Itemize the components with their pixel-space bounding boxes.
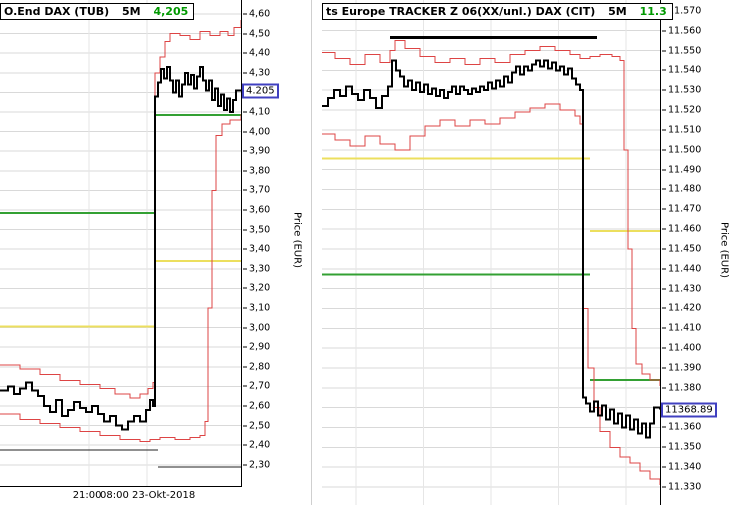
current-price-marker: 11368.89 (661, 402, 717, 418)
y-axis-tick: 11.330 (662, 482, 701, 493)
current-price-label: 4.205 (246, 85, 275, 97)
y-axis-tick: 11.440 (662, 263, 701, 274)
y-axis-tick: 3,30 (243, 263, 270, 274)
y-axis-title: Price (EUR) (718, 222, 730, 278)
y-axis-tick: 2,30 (243, 459, 270, 470)
instrument-title: O.End DAX (TUB) (4, 5, 110, 18)
chart-canvas-right (322, 0, 660, 505)
y-axis-tick: 11.480 (662, 184, 701, 195)
y-axis-tick: 2,40 (243, 440, 270, 451)
y-axis-tick: 11.530 (662, 85, 701, 96)
y-axis-tick: 11.490 (662, 164, 701, 175)
last-price-value: 11.3 (639, 5, 667, 18)
y-axis-right[interactable]: 11.570 11.560 11.550 11.540 11.530 11.520 11.5… (662, 0, 712, 505)
chart-panel-left: O.End DAX (TUB) 5M 4,205 4,60 4,50 4,40 4,3… (0, 0, 311, 505)
chart-legend-left[interactable]: O.End DAX (TUB) 5M 4,205 (0, 3, 195, 20)
y-axis-tick: 11.450 (662, 243, 701, 254)
current-price-marker: 4.205 (242, 83, 279, 99)
y-axis-tick: 11.540 (662, 65, 701, 76)
y-axis-tick: 3,20 (243, 283, 270, 294)
y-axis-tick: 11.340 (662, 462, 701, 473)
y-axis-tick: 3,10 (243, 303, 270, 314)
upper-band-series (0, 19, 241, 399)
y-axis-tick: 11.410 (662, 323, 701, 334)
price-series (0, 65, 241, 431)
y-axis-tick: 3,80 (243, 165, 270, 176)
y-axis-tick: 4,30 (243, 67, 270, 78)
y-axis-tick: 11.550 (662, 45, 701, 56)
chart-panel-right: ts Europe TRACKER Z 06(XX/unl.) DAX (CIT… (322, 0, 737, 505)
y-axis-tick: 11.510 (662, 124, 701, 135)
chart-plot-area-right[interactable]: ts Europe TRACKER Z 06(XX/unl.) DAX (CIT… (322, 0, 673, 505)
y-axis-left[interactable]: 4,604,504,404,304,204,104,003,903,803,70… (243, 0, 289, 487)
y-axis-tick: 11.460 (662, 224, 701, 235)
lower-band-series (0, 114, 241, 442)
chart-legend-right[interactable]: ts Europe TRACKER Z 06(XX/unl.) DAX (CIT… (322, 3, 673, 20)
y-axis-tick: 4,00 (243, 126, 270, 137)
y-axis-tick: 4,60 (243, 9, 270, 20)
y-axis-tick: 11.430 (662, 283, 701, 294)
y-axis-tick: 3,50 (243, 224, 270, 235)
y-axis-tick: 3,60 (243, 205, 270, 216)
y-axis-tick: 4,50 (243, 28, 270, 39)
y-axis-tick: 3,40 (243, 244, 270, 255)
y-axis-tick: 2,50 (243, 420, 270, 431)
y-axis-tick: 11.350 (662, 442, 701, 453)
instrument-title: ts Europe TRACKER Z 06(XX/unl.) DAX (CIT… (326, 5, 596, 18)
last-price-value: 4,205 (153, 5, 189, 18)
chart-plot-area-left[interactable]: O.End DAX (TUB) 5M 4,205 (0, 0, 242, 487)
x-axis-left[interactable]: 21:00 08:00 23-Okt-2018 (0, 490, 242, 504)
y-axis-tick: 11.520 (662, 105, 701, 116)
y-axis-tick: 3,90 (243, 146, 270, 157)
y-axis-tick: 2,70 (243, 381, 270, 392)
y-axis-tick: 11.470 (662, 204, 701, 215)
timeframe-label: 5M (122, 5, 141, 18)
y-axis-tick: 11.560 (662, 25, 701, 36)
y-axis-tick: 3,00 (243, 322, 270, 333)
price-series (322, 59, 660, 439)
y-axis-tick: 2,80 (243, 361, 270, 372)
y-axis-tick: 11.380 (662, 382, 701, 393)
y-axis-title: Price (EUR) (291, 212, 303, 268)
x-axis-tick: 21:00 (72, 490, 102, 501)
y-axis-tick: 4,40 (243, 48, 270, 59)
y-axis-tick: 11.500 (662, 144, 701, 155)
y-axis-tick: 3,70 (243, 185, 270, 196)
upper-band-series (322, 40, 660, 386)
y-axis-tick: 11.360 (662, 422, 701, 433)
current-price-label: 11368.89 (665, 404, 713, 416)
y-axis-tick: 4,10 (243, 107, 270, 118)
y-axis-tick: 11.420 (662, 303, 701, 314)
y-axis-tick: 2,90 (243, 342, 270, 353)
y-axis-tick: 2,60 (243, 401, 270, 412)
chart-canvas-left (0, 0, 241, 486)
y-axis-tick: 11.400 (662, 343, 701, 354)
timeframe-label: 5M (608, 5, 627, 18)
y-axis-tick: 11.390 (662, 362, 701, 373)
panel-divider (311, 0, 312, 505)
x-axis-tick: 08:00 23-Okt-2018 (99, 490, 196, 501)
lower-band-series (322, 103, 660, 485)
